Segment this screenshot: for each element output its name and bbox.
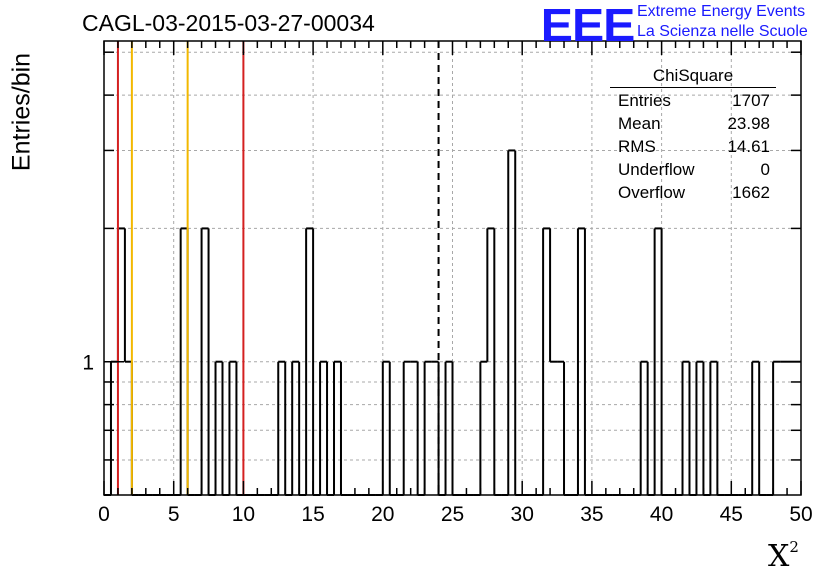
stats-row-mean: Mean 23.98 bbox=[610, 112, 776, 135]
x-tick-label: 25 bbox=[441, 503, 464, 526]
logo-line-2: La Scienza nelle Scuole bbox=[637, 23, 808, 40]
stats-box: ChiSquare Entries 1707 Mean 23.98 RMS 14.61… bbox=[610, 66, 776, 204]
stat-label: Mean bbox=[618, 114, 661, 133]
stat-value: 1662 bbox=[732, 183, 770, 202]
stat-value: 14.61 bbox=[727, 137, 770, 156]
eee-logo: EEE bbox=[540, 0, 636, 51]
stats-title: ChiSquare bbox=[610, 66, 776, 88]
x-axis-label-exponent: 2 bbox=[789, 538, 799, 556]
axis-ticks bbox=[103, 41, 802, 495]
stat-label: Overflow bbox=[618, 183, 686, 202]
x-tick-label: 20 bbox=[371, 503, 394, 526]
y-axis-label: Entries/bin bbox=[7, 52, 36, 172]
x-tick-label: 35 bbox=[580, 503, 603, 526]
x-axis-label-base: X bbox=[768, 539, 790, 574]
stat-value: 23.98 bbox=[727, 114, 770, 133]
stat-label: RMS bbox=[618, 137, 656, 156]
x-tick-label: 5 bbox=[168, 503, 180, 526]
x-tick-label: 0 bbox=[98, 503, 110, 526]
x-tick-label: 50 bbox=[789, 503, 812, 526]
stat-value: 1707 bbox=[732, 91, 770, 110]
x-tick-label: 15 bbox=[301, 503, 324, 526]
x-tick-label: 30 bbox=[511, 503, 534, 526]
y-tick-label: 1 bbox=[82, 352, 94, 375]
x-tick-label: 40 bbox=[650, 503, 673, 526]
reference-lines bbox=[116, 41, 440, 495]
stat-value: 0 bbox=[760, 160, 770, 179]
x-axis-label: X2 bbox=[768, 538, 799, 574]
stat-label: Entries bbox=[618, 91, 671, 110]
stats-row-entries: Entries 1707 bbox=[610, 89, 776, 112]
tick-labels: 0 5 10 15 20 25 30 35 40 45 50 1 bbox=[82, 352, 812, 526]
stat-label: Underflow bbox=[618, 160, 695, 179]
stats-row-overflow: Overflow 1662 bbox=[610, 181, 776, 204]
stats-row-rms: RMS 14.61 bbox=[610, 135, 776, 158]
chart-title: CAGL-03-2015-03-27-00034 bbox=[82, 10, 375, 36]
x-tick-label: 45 bbox=[720, 503, 743, 526]
stats-row-underflow: Underflow 0 bbox=[610, 158, 776, 181]
logo-line-1: Extreme Energy Events bbox=[637, 3, 806, 20]
x-tick-label: 10 bbox=[232, 503, 255, 526]
